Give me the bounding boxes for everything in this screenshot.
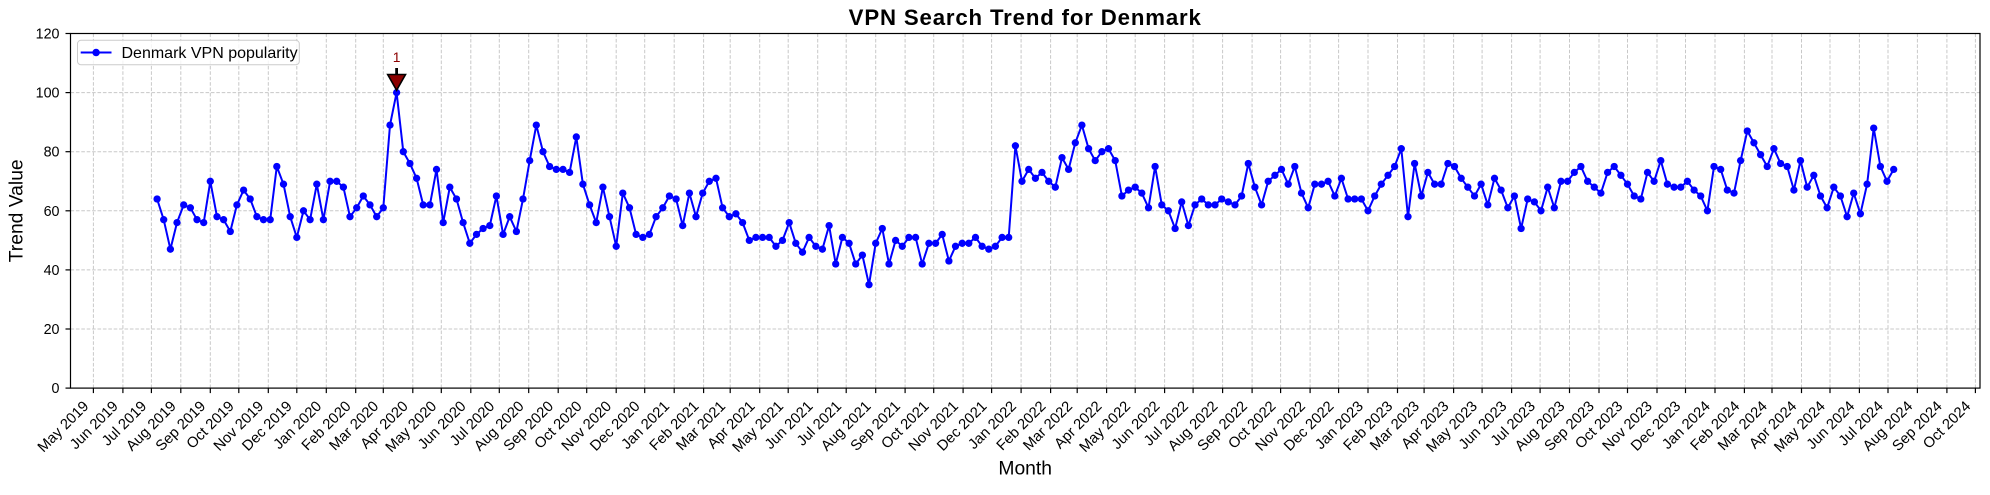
svg-text:Month: Month [998, 459, 1052, 480]
svg-text:Denmark VPN popularity: Denmark VPN popularity [122, 45, 298, 62]
svg-text:20: 20 [44, 322, 60, 338]
svg-text:VPN Search Trend for Denmark: VPN Search Trend for Denmark [849, 5, 1202, 30]
svg-text:40: 40 [44, 263, 60, 279]
svg-text:Trend Value: Trend Value [7, 159, 28, 262]
svg-text:80: 80 [44, 145, 60, 161]
svg-text:100: 100 [36, 86, 60, 102]
svg-text:120: 120 [36, 27, 60, 43]
svg-text:60: 60 [44, 204, 60, 220]
svg-text:0: 0 [52, 381, 60, 397]
svg-text:1: 1 [393, 49, 401, 65]
